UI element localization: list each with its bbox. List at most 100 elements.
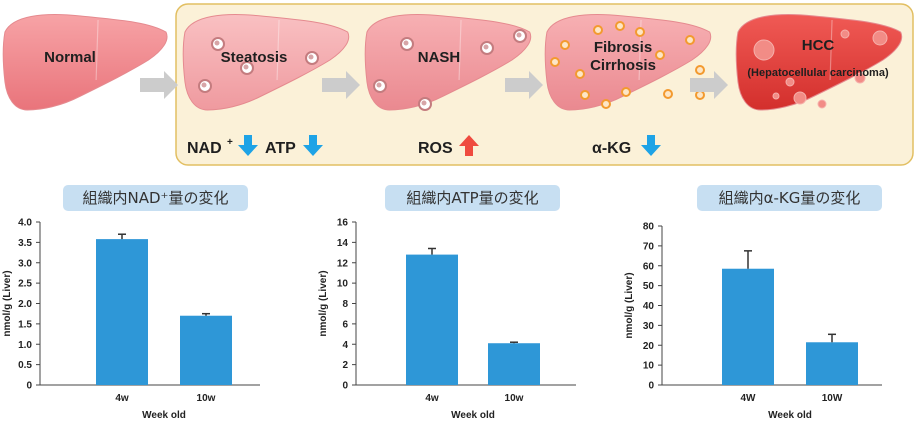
tumor-nodule	[872, 30, 888, 46]
y-tick-label: 0	[648, 381, 654, 392]
y-tick-label: 3.5	[18, 238, 32, 249]
bar	[488, 343, 540, 385]
fibrosis-dot	[685, 35, 695, 45]
x-tick-label: 10w	[197, 393, 216, 404]
y-tick-label: 2.5	[18, 279, 32, 290]
y-tick-label: 70	[643, 241, 655, 252]
y-tick-label: 30	[643, 321, 655, 332]
progression-arrow	[140, 71, 178, 99]
bar-chart: 0 2 4 6 8 10 12 14 16 nmol/g (Liver) 4w 10w Week old	[318, 218, 576, 421]
fibrosis-dot	[593, 25, 603, 35]
liver-steatosis	[182, 14, 350, 111]
fibrosis-dot	[601, 99, 611, 109]
down-arrow-icon	[238, 135, 258, 156]
bar	[180, 315, 232, 385]
liver-normal	[2, 14, 168, 111]
x-tick-label: 10W	[822, 393, 843, 404]
tumor-nodule	[753, 39, 775, 61]
bar-chart: 0 10 20 30 40 50 60 70 80 nmol/g (Liver) 4W 10W Week…	[624, 222, 882, 421]
up-arrow-icon	[459, 135, 479, 156]
bar	[406, 254, 458, 385]
stage-label: Steatosis	[221, 49, 288, 66]
fibrosis-dot	[580, 90, 590, 100]
fibrosis-dot	[695, 65, 705, 75]
y-tick-label: 40	[643, 301, 655, 312]
marker-label-nad: NAD	[187, 140, 222, 157]
marker-label-akg: α-KG	[592, 140, 631, 157]
y-tick-label: 8	[342, 299, 348, 310]
chart-title: 組織内α-KG量の変化	[697, 185, 882, 211]
x-tick-label: 10w	[505, 393, 524, 404]
x-tick-label: 4w	[115, 393, 129, 404]
x-tick-label: 4w	[425, 393, 439, 404]
y-tick-label: 16	[337, 218, 349, 229]
fibrosis-dot	[635, 27, 645, 37]
tumor-nodule	[793, 91, 807, 105]
tumor-nodule	[840, 29, 850, 39]
bar	[96, 239, 148, 385]
y-tick-label: 1.0	[18, 340, 32, 351]
y-tick-label: 3.0	[18, 258, 32, 269]
fibrosis-dot	[560, 40, 570, 50]
y-axis-label: nmol/g (Liver)	[624, 272, 635, 338]
fat-droplet	[305, 51, 319, 65]
y-tick-label: 0.5	[18, 360, 32, 371]
stage-label: Normal	[44, 49, 96, 66]
fat-droplet	[400, 37, 414, 51]
y-tick-label: 80	[643, 222, 655, 233]
fat-droplet	[513, 29, 527, 43]
x-axis-label: Week old	[451, 410, 495, 421]
fat-droplet	[373, 79, 387, 93]
progression-arrow	[322, 71, 360, 99]
y-tick-label: 60	[643, 261, 655, 272]
bar	[722, 268, 774, 385]
y-tick-label: 10	[643, 361, 655, 372]
y-tick-label: 12	[337, 258, 349, 269]
chart-title: 組織内ATP量の変化	[385, 185, 560, 211]
y-tick-label: 6	[342, 319, 348, 330]
tumor-nodule	[817, 99, 827, 109]
y-tick-label: 4	[342, 340, 348, 351]
y-tick-label: 1.5	[18, 319, 32, 330]
tumor-nodule	[772, 92, 780, 100]
y-axis-label: nmol/g (Liver)	[2, 270, 13, 336]
y-tick-label: 2.0	[18, 299, 32, 310]
marker-label-ros: ROS	[418, 140, 453, 157]
x-axis-label: Week old	[142, 410, 186, 421]
fat-droplet	[198, 79, 212, 93]
chart-title: 組織内NAD⁺量の変化	[63, 185, 248, 211]
fat-droplet	[240, 61, 254, 75]
liver-nash	[364, 14, 532, 111]
x-axis-label: Week old	[768, 410, 812, 421]
tumor-nodule	[854, 72, 866, 84]
y-tick-label: 0	[342, 381, 348, 392]
y-tick-label: 0	[26, 381, 32, 392]
y-tick-label: 20	[643, 341, 655, 352]
fat-droplet	[480, 41, 494, 55]
y-axis-label: nmol/g (Liver)	[318, 270, 329, 336]
fibrosis-dot	[615, 21, 625, 31]
hcc-subtitle: (Hepatocellular carcinoma)	[747, 67, 889, 79]
stage-label: HCC	[802, 37, 835, 54]
fibrosis-dot	[575, 69, 585, 79]
fibrosis-dot	[695, 90, 705, 100]
progression-arrow	[505, 71, 543, 99]
bar-chart: 0 0.5 1.0 1.5 2.0 2.5 3.0 3.5 4.0 nmol/g (Liver) 4…	[2, 218, 260, 421]
fibrosis-dot	[550, 57, 560, 67]
tumor-nodule	[785, 77, 795, 87]
marker-superscript: +	[227, 137, 233, 148]
progression-arrow	[690, 71, 728, 99]
fibrosis-dot	[655, 50, 665, 60]
y-tick-label: 10	[337, 279, 349, 290]
y-tick-label: 14	[337, 238, 349, 249]
marker-label-atp: ATP	[265, 140, 296, 157]
stage-label: Fibrosis Cirrhosis	[590, 39, 656, 74]
fat-droplet	[418, 97, 432, 111]
liver-disease-progression-diagram: Normal Steatosis NASH Fibrosis Cirrhosis HCC (…	[2, 3, 914, 166]
fat-droplet	[211, 37, 225, 51]
fibrosis-dot	[663, 89, 673, 99]
stage-label: NASH	[418, 49, 461, 66]
bar	[806, 342, 858, 385]
y-tick-label: 4.0	[18, 218, 32, 229]
